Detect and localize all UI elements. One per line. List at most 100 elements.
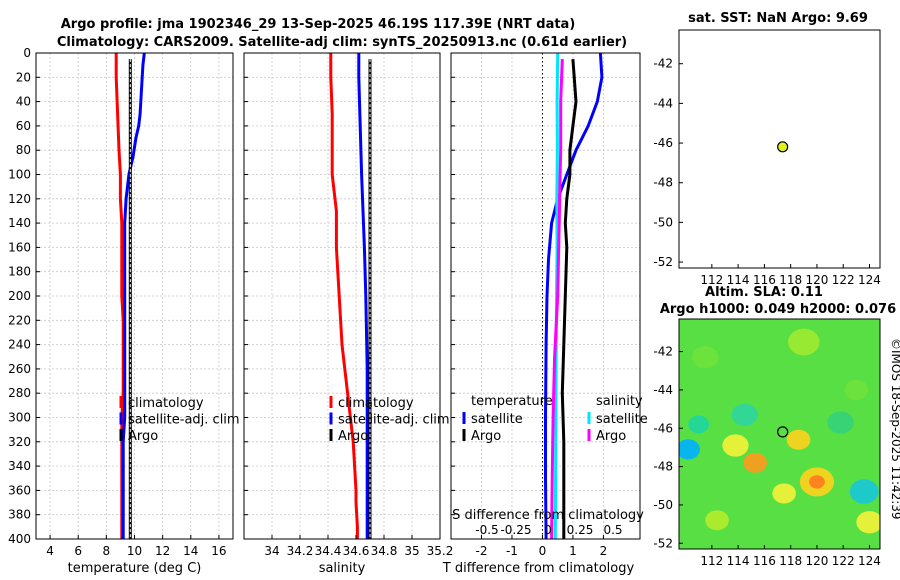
sla-anomaly [692,346,719,369]
y-tick-label: 120 [8,192,31,206]
legend-label: satellite-adj. clim [128,413,240,428]
legend-header-temperature: temperature [471,394,553,409]
x-tick-label: 8 [103,544,111,558]
y-tick-label: 400 [8,532,31,546]
x-tick-label: 1 [569,544,577,558]
y-tick-label: 380 [8,508,31,522]
y-tick-label: 280 [8,386,31,400]
legend-label: Argo [338,429,368,444]
x-tick-label: -1 [506,544,518,558]
temperature-profile: 4 6 8 10 12 14 1602040608010012014016018020022… [8,46,234,576]
y-tick-label: 340 [8,459,31,473]
x-tick-label: 114 [727,273,750,287]
secondary-tick-label: 0 [544,523,552,537]
y-tick-label: 80 [16,143,31,157]
argo-float-marker [777,141,789,153]
legend-label: satellite-adj. clim [338,413,450,428]
x-tick-label: -2 [475,544,487,558]
y-tick-label: 320 [8,435,31,449]
y-tick-label: -42 [653,345,673,359]
x-tick-label: 112 [700,554,723,568]
series-temperature-argo [560,58,578,539]
y-tick-label: -42 [653,57,673,71]
imos-timestamp: ©IMOS 18-Sep-2025 11:42:39 [889,338,900,520]
x-tick-label: 12 [155,544,170,558]
secondary-axis-label: S difference from climatology [452,508,644,523]
secondary-tick-label: 0.5 [603,523,622,537]
legend-label: Argo [596,429,626,444]
x-tick-label: 16 [211,544,226,558]
x-tick-label: 124 [858,273,881,287]
y-tick-label: 0 [23,46,31,60]
secondary-tick-label: -0.25 [500,523,531,537]
legend-label: Argo [128,429,158,444]
sla-anomaly [856,511,880,534]
series-temperature-satellite [544,52,604,540]
sla-field [679,319,880,549]
x-axis-label: salinity [319,561,366,576]
argo-float-marker [777,426,789,438]
x-tick-label: 118 [779,554,802,568]
y-tick-label: -48 [653,176,673,190]
x-tick-label: 2 [600,544,608,558]
y-tick-label: 220 [8,313,31,327]
x-tick-label: 112 [700,273,723,287]
x-tick-label: 4 [46,544,54,558]
y-tick-label: -48 [653,460,673,474]
x-axis-label: temperature (deg C) [68,561,202,576]
legend-label: satellite [596,412,648,427]
y-tick-label: 240 [8,338,31,352]
x-tick-label: 122 [832,554,855,568]
y-tick-label: 40 [16,95,31,109]
legend-header-salinity: salinity [596,394,643,409]
y-tick-label: 60 [16,119,31,133]
y-tick-label: -44 [653,96,673,110]
sla-anomaly [722,434,749,457]
secondary-tick-label: -0.5 [475,523,498,537]
x-tick-label: 120 [805,554,828,568]
sla-anomaly [705,510,729,531]
x-tick-label: 0 [539,544,547,558]
x-tick-label: 14 [183,544,198,558]
sla-anomaly [786,429,811,450]
x-tick-label: 120 [805,273,828,287]
sst-map-title: sat. SST: NaN Argo: 9.69 [688,11,868,26]
x-tick-label: 34.8 [371,544,398,558]
y-tick-label: -50 [653,498,673,512]
axes-frame [678,318,881,550]
sla-anomaly [688,415,710,434]
y-tick-label: 140 [8,216,31,230]
sla-anomaly [788,328,820,356]
x-tick-label: 34.2 [287,544,314,558]
difference-profile: -2 -1 0 1 2 T difference from climatology [442,52,641,576]
legend-label: climatology [338,396,414,411]
y-tick-label: 180 [8,265,31,279]
figure-title-line2: Climatology: CARS2009. Satellite-adj cli… [57,35,627,50]
sla-anomaly [679,439,701,460]
y-tick-label: 300 [8,411,31,425]
figure-title-line1: Argo profile: jma 1902346_29 13-Sep-2025… [61,17,576,32]
x-tick-label: 34.6 [343,544,370,558]
x-tick-label: 34.4 [315,544,342,558]
x-tick-label: 114 [727,554,750,568]
y-tick-label: 20 [16,70,31,84]
x-tick-label: 122 [832,273,855,287]
y-tick-label: -50 [653,215,673,229]
legend-label: climatology [128,396,204,411]
y-tick-label: 100 [8,168,31,182]
series-satellite-adj-clim [357,53,369,539]
x-tick-label: 35.2 [427,544,454,558]
x-axis-label: T difference from climatology [442,561,635,576]
sla-anomaly [772,483,796,504]
sla-map: 112 114 116 118 120 122 124 -42 -44 -46 -48 -50 -52 [653,318,881,568]
sla-anomaly [844,379,869,400]
x-tick-label: 34 [264,544,279,558]
series-climatology [329,53,359,539]
y-tick-label: 200 [8,289,31,303]
series-satellite-adj-clim [121,52,146,539]
x-tick-label: 124 [858,554,881,568]
secondary-tick-label: 0.25 [567,523,594,537]
